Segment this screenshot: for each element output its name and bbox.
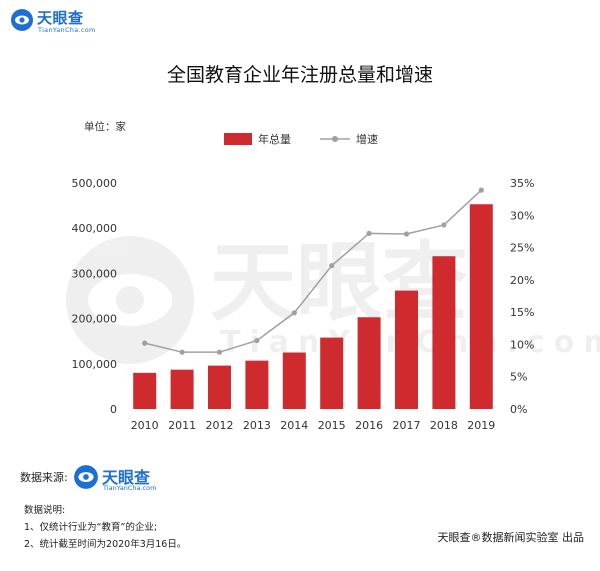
x-tick-label: 2017 — [393, 419, 421, 432]
bar — [208, 365, 231, 409]
x-tick-label: 2019 — [467, 419, 495, 432]
bar — [133, 372, 157, 409]
x-tick-label: 2018 — [430, 419, 458, 432]
legend-bar-label: 年总量 — [258, 133, 291, 146]
right-axis-tick-label: 35% — [510, 177, 534, 190]
bar — [170, 369, 194, 409]
eye-logo-icon — [74, 465, 98, 489]
x-tick-label: 2013 — [243, 419, 271, 432]
right-axis-tick-label: 25% — [510, 242, 534, 255]
bar-series — [133, 204, 493, 409]
note-line-2: 2、统计截至时间为2020年3月16日。 — [24, 539, 187, 550]
left-axis-tick-label: 0 — [110, 403, 117, 416]
line-series — [142, 187, 484, 355]
source-brand-name: 天眼查 — [102, 468, 151, 487]
left-axis-tick-label: 300,000 — [72, 267, 118, 280]
right-axis-tick-label: 20% — [510, 274, 534, 287]
right-axis-tick-label: 0% — [510, 403, 527, 416]
left-axis-tick-label: 400,000 — [72, 222, 118, 235]
watermark: 天眼查 TianYanCha.com — [66, 233, 600, 364]
growth-point — [366, 230, 372, 236]
x-tick-label: 2016 — [355, 419, 383, 432]
notes-title: 数据说明: — [24, 505, 66, 516]
unit-label: 单位：家 — [84, 121, 126, 133]
right-axis-tick-label: 5% — [510, 371, 527, 384]
growth-point — [291, 310, 297, 316]
bar — [395, 290, 418, 409]
source-logo: 天眼查 TianYanCha.com — [73, 462, 163, 492]
note-line-1: 1、仅统计行业为“教育”的企业; — [24, 522, 158, 533]
bar — [245, 360, 269, 409]
legend-line-swatch — [320, 136, 350, 142]
left-axis-tick-label: 500,000 — [72, 177, 118, 190]
growth-point — [478, 187, 484, 193]
right-axis-tick-label: 10% — [510, 338, 534, 351]
source-label: 数据来源: — [20, 471, 68, 484]
x-tick-label: 2012 — [206, 419, 234, 432]
left-axis-tick-label: 200,000 — [72, 313, 118, 326]
growth-point — [441, 222, 447, 228]
bar — [469, 204, 493, 409]
credit-text: 天眼查®数据新闻实验室 出品 — [437, 531, 585, 544]
x-tick-label: 2015 — [318, 419, 346, 432]
bar — [282, 352, 306, 409]
growth-point — [403, 231, 410, 237]
legend-line-label: 增速 — [356, 133, 378, 146]
growth-point — [216, 349, 223, 355]
bar — [432, 256, 456, 409]
x-tick-label: 2014 — [280, 419, 308, 432]
x-tick-label: 2011 — [168, 419, 196, 432]
brand-name: 天眼查 — [37, 9, 84, 27]
bar — [320, 337, 344, 409]
brand-domain: TianYanCha.com — [38, 26, 96, 34]
x-tick-label: 2010 — [131, 419, 159, 432]
legend-bar-swatch — [224, 133, 252, 145]
bar — [357, 317, 381, 409]
watermark-text: 天眼查 — [210, 233, 468, 333]
source-brand-domain: TianYanCha.com — [103, 484, 157, 492]
growth-point — [179, 349, 185, 355]
right-axis: 0% 5% 10% 15% 20% 25% 30% 35% — [510, 177, 534, 416]
x-axis: 2010 2011 2012 2013 2014 2015 2016 2017 2018 2019 — [131, 419, 496, 432]
chart-title: 全国教育企业年注册总量和增速 — [166, 64, 433, 86]
right-axis-tick-label: 15% — [510, 306, 534, 319]
growth-point — [142, 340, 148, 346]
eye-logo-icon — [11, 9, 33, 31]
growth-point — [254, 337, 260, 344]
left-axis: 0 100,000 200,000 300,000 400,000 500,000 — [72, 177, 118, 416]
growth-line — [144, 189, 482, 353]
brand-logo: 天眼查 TianYanCha.com — [10, 7, 110, 37]
growth-point — [329, 263, 335, 269]
left-axis-tick-label: 100,000 — [72, 358, 118, 371]
right-axis-tick-label: 30% — [510, 209, 534, 222]
